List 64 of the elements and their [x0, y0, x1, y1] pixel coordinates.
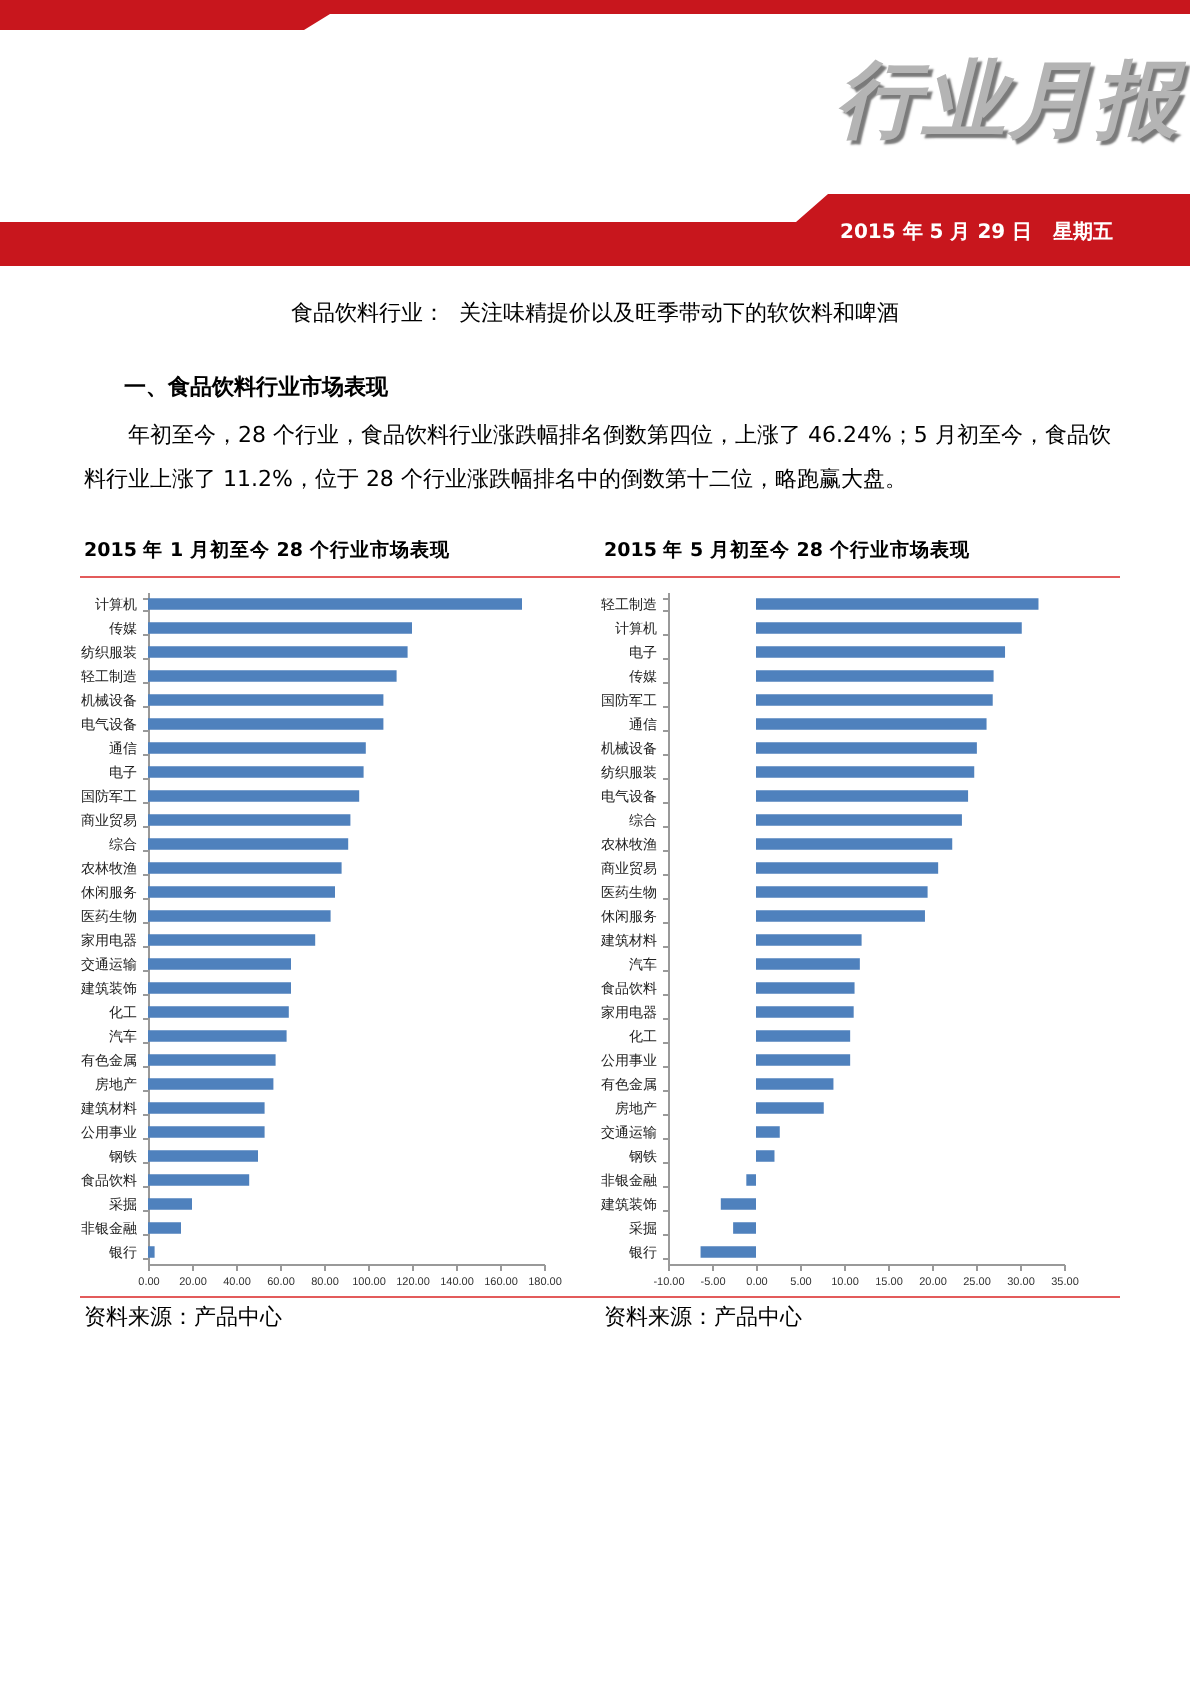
bar	[756, 862, 939, 874]
bar	[148, 646, 408, 658]
bar	[756, 934, 862, 946]
bar	[756, 742, 977, 754]
bar	[148, 766, 364, 778]
text: 食品饮料行业： 关注味精提价以及旺季带动下的软饮料和啤酒	[289, 298, 901, 328]
bar	[148, 670, 397, 682]
bar	[756, 1102, 824, 1114]
bar	[148, 1126, 265, 1138]
text: 一、食品饮料行业市场表现	[124, 372, 388, 402]
bar	[148, 886, 335, 898]
bar	[756, 718, 987, 730]
bar	[148, 958, 291, 970]
bar	[720, 1198, 756, 1210]
bar	[148, 1246, 155, 1258]
bar	[746, 1174, 756, 1186]
bar	[148, 862, 342, 874]
bar	[148, 1198, 192, 1210]
bar	[148, 1222, 181, 1234]
bar	[148, 1102, 265, 1114]
bar	[148, 718, 384, 730]
bar	[756, 1006, 854, 1018]
bar	[148, 1150, 258, 1162]
bar	[148, 1078, 274, 1090]
bar	[756, 622, 1022, 634]
bar	[756, 1078, 834, 1090]
chart-title: 2015 年 1 月初至今 28 个行业市场表现	[84, 538, 450, 564]
bar	[148, 790, 360, 802]
bar	[148, 694, 384, 706]
bar	[756, 766, 975, 778]
bar	[148, 598, 522, 610]
bar	[756, 694, 993, 706]
bar	[148, 742, 366, 754]
bar	[756, 670, 994, 682]
bar	[756, 1126, 780, 1138]
bar	[756, 1150, 775, 1162]
bar	[756, 1054, 851, 1066]
text: 2015 年 5 月 29 日 星期五	[840, 219, 1114, 246]
bar	[756, 598, 1039, 610]
bar	[148, 1054, 276, 1066]
bar	[148, 622, 412, 634]
bar	[148, 838, 349, 850]
text: 资料来源：产品中心	[84, 1302, 282, 1332]
bar	[700, 1246, 756, 1258]
bar	[756, 790, 969, 802]
text: 资料来源：产品中心	[604, 1302, 802, 1332]
bar	[756, 1030, 851, 1042]
bar	[733, 1222, 756, 1234]
bar	[148, 982, 291, 994]
bar	[756, 838, 953, 850]
text: 年初至今，28 个行业，食品饮料行业涨跌幅排名倒数第四位，上涨了 46.24%；5 月初至今，食品饮料行业上涨了 11.2%，位于 28 个行业涨跌幅排名中的倒数第十二位，略跑赢大盘。	[84, 420, 1113, 496]
bar	[148, 1030, 287, 1042]
bar	[148, 1006, 289, 1018]
bar	[756, 958, 860, 970]
bar	[148, 1174, 250, 1186]
bar	[756, 910, 925, 922]
bar	[756, 646, 1006, 658]
bar	[148, 934, 316, 946]
bar	[756, 814, 962, 826]
bar	[756, 886, 928, 898]
bar	[148, 910, 331, 922]
bar	[756, 982, 855, 994]
bar	[148, 814, 351, 826]
chart-title: 2015 年 5 月初至今 28 个行业市场表现	[604, 538, 970, 564]
